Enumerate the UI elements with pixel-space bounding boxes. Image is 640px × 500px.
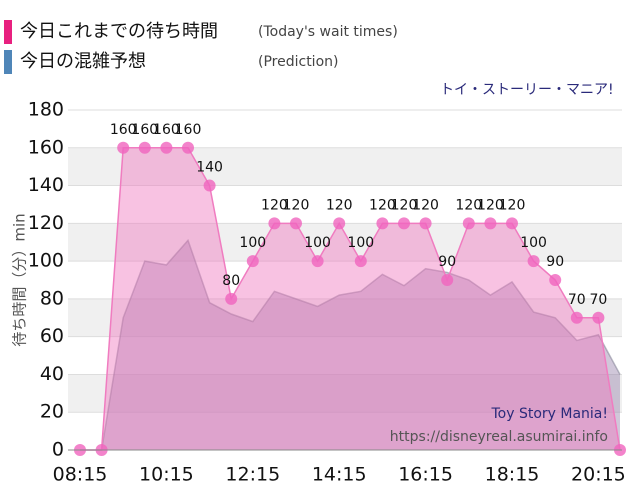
plot [68,109,626,456]
y-tick-label: 100 [28,250,64,272]
data-label: 120 [455,197,482,213]
point [225,292,238,305]
point [182,141,194,154]
point [592,311,605,324]
data-label: 70 [589,292,607,308]
data-label: 100 [304,235,331,251]
grid-band [68,147,622,186]
data-label: 120 [326,197,353,213]
legend-label: 今日の混雑予想 [20,51,146,72]
data-label: 90 [438,254,456,270]
legend-label: 今日これまでの待ち時間 [20,21,218,42]
legend-swatch [4,50,12,74]
data-label: 100 [239,235,266,251]
point [570,311,583,324]
point [484,217,497,230]
point [138,141,151,154]
x-tick-label: 18:15 [485,464,540,486]
x-tick-label: 16:15 [398,464,453,486]
point [268,217,281,230]
data-label: 120 [369,197,396,213]
y-tick-label: 160 [28,136,64,158]
area [80,240,620,450]
point [117,141,130,154]
data-label: 160 [175,122,202,138]
grid-band [68,374,622,413]
data-label: 120 [412,197,439,213]
point [311,255,324,268]
data-label: 120 [283,197,310,213]
data-label: 120 [499,197,526,213]
data-label: 100 [520,235,547,251]
point [160,141,173,154]
point [354,255,367,268]
point [462,217,475,230]
legend-swatch [4,20,12,44]
y-tick-label: 40 [40,363,64,385]
point [246,255,259,268]
point [333,217,346,230]
point [441,274,454,286]
point [527,255,540,268]
data-label: 70 [568,292,586,308]
point [419,217,432,230]
data-label: 160 [110,122,137,138]
data-label: 120 [261,197,288,213]
data-label: 160 [153,122,180,138]
y-tick-label: 80 [40,287,64,309]
y-tick-label: 0 [52,439,64,461]
data-label: 100 [347,235,374,251]
line [80,238,621,451]
x-tick-label: 14:15 [312,464,367,486]
x-tick-label: 08:15 [53,464,108,486]
y-tick-label: 60 [40,325,64,347]
data-label: 120 [391,197,418,213]
point [376,217,389,230]
data-label: 90 [546,254,564,270]
grid-band [68,298,622,337]
data-label: 80 [222,273,240,289]
x-tick-label: 20:15 [571,464,626,486]
point [549,274,562,286]
legend-note: (Prediction) [258,54,338,70]
y-tick-label: 180 [28,99,64,121]
x-tick-label: 10:15 [139,464,194,486]
data-label: 140 [196,160,223,176]
y-tick-label: 20 [40,401,64,423]
data-label: 160 [131,122,158,138]
watermark: Toy Story Mania! [490,406,608,422]
y-tick-label: 120 [28,212,64,234]
data-label: 120 [477,197,504,213]
x-tick-label: 12:15 [225,464,280,486]
point [506,217,518,230]
legend-note: (Today's wait times) [258,24,398,40]
y-tick-label: 140 [28,174,64,196]
chart-title: トイ・ストーリー・マニア! [440,82,614,98]
y-axis-label: 待ち時間（分）min [11,213,29,346]
watermark: https://disneyreal.asumirai.info [390,429,608,445]
point [290,217,302,230]
point [398,217,410,230]
point [203,179,216,192]
